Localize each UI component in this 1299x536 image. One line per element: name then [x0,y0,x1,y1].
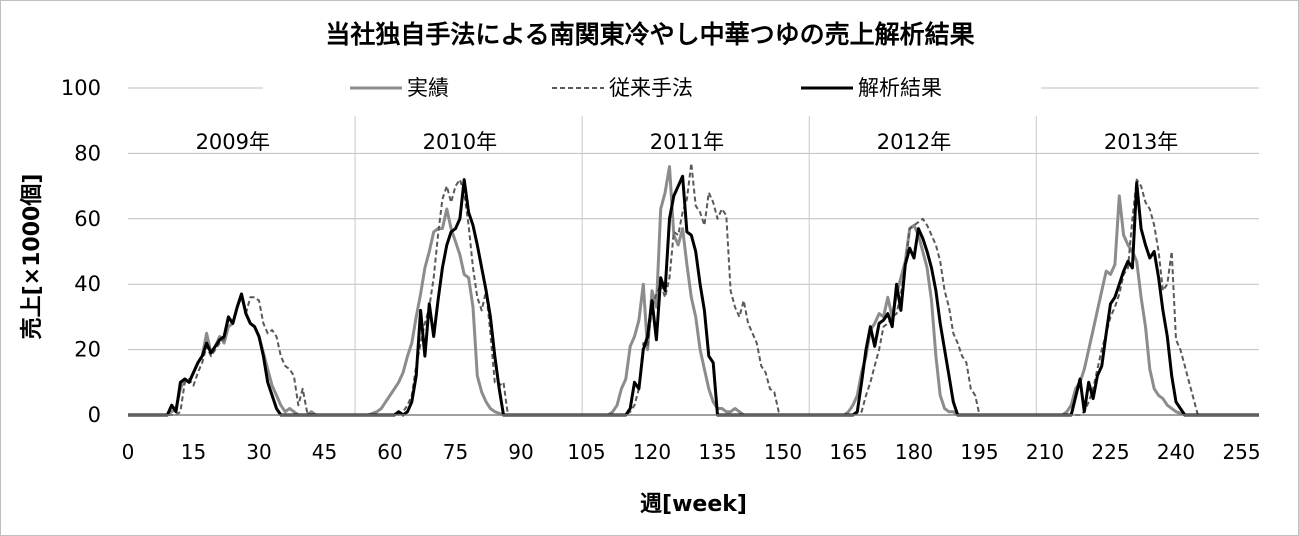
x-tick-150: 150 [764,440,802,464]
x-tick-90: 90 [508,440,533,464]
year-label-0: 2009年 [196,130,270,154]
y-tick-80: 80 [74,141,101,165]
year-dividers [354,116,1037,415]
x-axis-label: 週[week] [640,492,747,517]
series-line-1 [128,162,1199,416]
x-tick-225: 225 [1091,440,1129,464]
y-tick-100: 100 [61,76,101,100]
x-tick-30: 30 [246,440,271,464]
x-tick-210: 210 [1026,440,1064,464]
legend-label-0: 実績 [407,76,449,100]
series-line-0 [128,165,1259,417]
y-axis-label: 売上[×1000個] [19,174,45,340]
legend-label-2: 解析結果 [858,76,942,100]
data-series [128,162,1259,417]
year-label-2: 2011年 [650,130,724,154]
x-tick-75: 75 [443,440,468,464]
y-tick-40: 40 [74,272,101,296]
y-tick-0: 0 [88,403,101,427]
year-label-3: 2012年 [877,130,951,154]
series-line-2 [128,174,1259,417]
x-tick-60: 60 [377,440,402,464]
x-tick-165: 165 [829,440,867,464]
legend-label-1: 従来手法 [609,76,693,100]
y-tick-60: 60 [74,207,101,231]
x-tick-180: 180 [895,440,933,464]
y-tick-labels: 0 20 40 60 80 100 [61,76,101,427]
year-label-4: 2013年 [1104,130,1178,154]
y-tick-20: 20 [74,338,101,362]
legend-background [263,67,1041,103]
x-tick-105: 105 [567,440,605,464]
x-tick-0: 0 [122,440,135,464]
legend: 実績 従来手法 解析結果 [350,76,942,100]
x-tick-255: 255 [1222,440,1260,464]
year-label-1: 2010年 [423,130,497,154]
x-tick-labels: 0 15 30 45 60 75 90 105 120 135 150 165 180 195 210 225… [122,440,1261,464]
x-tick-120: 120 [633,440,671,464]
year-labels: 2009年 2010年 2011年 2012年 2013年 [196,130,1179,154]
chart-title: 当社独自手法による南関東冷やし中華つゆの売上解析結果 [325,20,974,49]
x-tick-15: 15 [181,440,206,464]
x-tick-240: 240 [1157,440,1195,464]
x-tick-195: 195 [960,440,998,464]
x-tick-45: 45 [312,440,337,464]
x-tick-135: 135 [698,440,736,464]
